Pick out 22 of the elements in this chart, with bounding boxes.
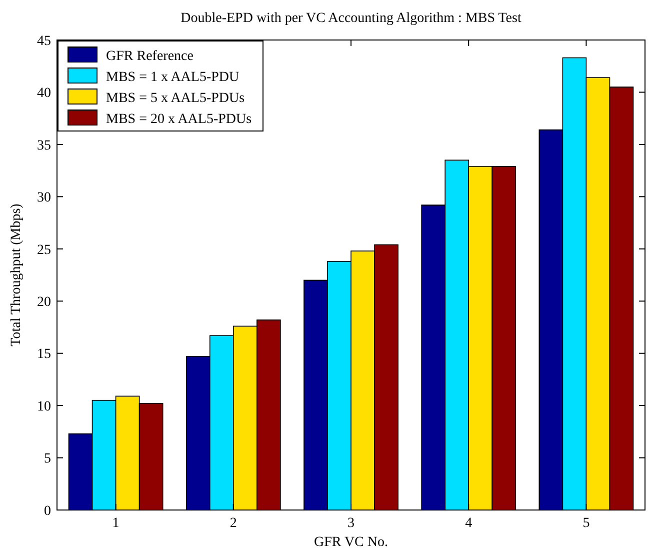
y-tick-label: 5 (44, 452, 51, 467)
x-tick-label: 2 (230, 516, 237, 531)
x-tick-label: 1 (112, 516, 120, 531)
y-tick-label: 15 (37, 347, 51, 362)
chart-title: Double-EPD with per VC Accounting Algorithm : MBS Test (180, 11, 522, 26)
legend-label: MBS = 1 x AAL5-PDU (106, 70, 240, 85)
y-axis-title: Total Throughput (Mbps) (9, 203, 24, 346)
legend-label: MBS = 20 x AAL5-PDUs (106, 112, 252, 127)
y-tick-label: 0 (44, 504, 51, 519)
legend-label: MBS = 5 x AAL5-PDUs (106, 90, 245, 106)
x-tick-label: 3 (348, 516, 354, 531)
legend-label: GFR Reference (106, 48, 194, 64)
x-tick-label: 4 (465, 516, 472, 531)
y-tick-label: 40 (37, 86, 51, 102)
y-tick-label: 10 (37, 399, 51, 414)
x-tick-label: 5 (582, 516, 590, 531)
y-tick-label: 25 (37, 242, 51, 258)
x-axis-title: GFR VC No. (314, 535, 388, 550)
y-tick-label: 45 (37, 34, 51, 49)
y-tick-label: 20 (37, 295, 51, 310)
y-tick-label: 30 (37, 190, 51, 206)
y-tick-label: 35 (37, 138, 51, 154)
